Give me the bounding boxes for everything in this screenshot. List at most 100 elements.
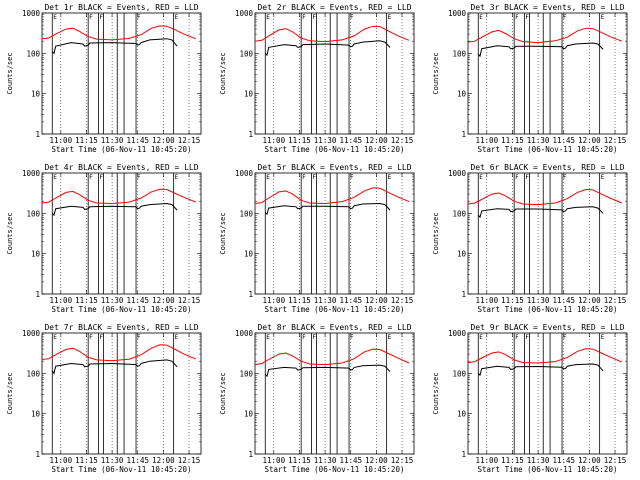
y-tick-label: 1 [461,290,466,299]
y-axis-label: Counts/sec [432,212,440,254]
event-marker-label: F [137,14,141,21]
y-tick-label: 1 [35,130,40,139]
y-tick-label: 100 [26,209,40,218]
x-tick-label: 12:00 [578,456,601,465]
panel-title: Det 5r BLACK = Events, RED = LLD [257,163,411,172]
y-tick-label: 1000 [448,329,467,338]
x-axis-label: Start Time (06-Nov-11 10:45:20) [52,145,192,154]
panel-title: Det 9r BLACK = Events, RED = LLD [470,323,624,332]
event-marker-label: E [53,174,57,181]
x-axis-label: Start Time (06-Nov-11 10:45:20) [265,465,405,474]
x-tick-label: 12:15 [604,136,627,145]
x-tick-label: 11:45 [339,296,362,305]
panel-det-6: Det 6r BLACK = Events, RED = LLD 1 10 100 10… [432,163,628,314]
y-tick-label: 1 [35,450,40,459]
x-tick-label: 11:15 [75,456,98,465]
event-marker-label: F [525,334,529,341]
event-marker-label: F [515,174,519,181]
y-tick-label: 1000 [22,9,41,18]
x-tick-label: 11:00 [50,136,73,145]
x-tick-label: 11:30 [314,456,337,465]
plot-frame [467,12,628,135]
panel-det-9: Det 9r BLACK = Events, RED = LLD 1 10 100 10… [432,323,628,474]
y-tick-label: 1 [248,290,253,299]
event-marker-label: F [302,334,306,341]
plot-frame [467,332,628,455]
panel-title: Det 8r BLACK = Events, RED = LLD [257,323,411,332]
x-tick-label: 11:00 [263,136,286,145]
event-marker-label: E [388,334,392,341]
x-tick-label: 11:45 [552,296,575,305]
x-tick-label: 11:45 [126,136,149,145]
series-line-events [264,40,391,57]
y-tick-label: 1000 [235,9,254,18]
event-marker-label: F [89,14,93,21]
x-tick-label: 11:00 [476,136,499,145]
x-tick-label: 11:45 [126,296,149,305]
x-axis-label: Start Time (06-Nov-11 10:45:20) [478,305,618,314]
series-line-lld [254,187,410,205]
x-tick-label: 12:15 [391,456,414,465]
event-marker-label: E [388,174,392,181]
event-marker-label: E [479,174,483,181]
y-tick-label: 100 [452,49,466,58]
x-tick-label: 12:15 [604,296,627,305]
x-tick-label: 11:15 [75,136,98,145]
y-tick-label: 10 [31,90,41,99]
x-tick-label: 12:00 [152,456,175,465]
panel-det-7: Det 7r BLACK = Events, RED = LLD 1 10 100 10… [6,323,202,474]
panel-title: Det 1r BLACK = Events, RED = LLD [44,3,198,12]
x-axis-label: Start Time (06-Nov-11 10:45:20) [52,465,192,474]
x-tick-label: 11:30 [314,136,337,145]
event-marker-label: E [601,334,605,341]
series-line-lld [467,27,623,44]
y-axis-label: Counts/sec [6,212,14,254]
y-tick-label: 1000 [448,9,467,18]
y-axis-label: Counts/sec [432,372,440,414]
x-tick-label: 11:45 [339,136,362,145]
series-line-events [477,206,604,219]
x-tick-label: 11:45 [339,456,362,465]
y-tick-label: 10 [244,410,254,419]
x-tick-label: 11:15 [288,136,311,145]
x-tick-label: 12:00 [365,456,388,465]
panel-title: Det 6r BLACK = Events, RED = LLD [470,163,624,172]
series-line-lld [41,344,197,362]
y-tick-label: 10 [244,90,254,99]
plot-frame [254,12,415,135]
x-tick-label: 12:15 [391,296,414,305]
panel-title: Det 7r BLACK = Events, RED = LLD [44,323,198,332]
event-marker-label: E [175,174,179,181]
series-line-events [264,202,391,216]
event-marker-label: F [89,334,93,341]
event-marker-label: E [266,334,270,341]
series-line-lld [41,25,197,41]
series-line-events [51,202,178,217]
x-tick-label: 11:00 [263,296,286,305]
y-axis-label: Counts/sec [432,52,440,94]
x-tick-label: 11:45 [552,456,575,465]
plot-frame [41,12,202,135]
event-marker-label: F [515,334,519,341]
y-tick-label: 100 [452,209,466,218]
series-line-lld [254,25,410,43]
event-marker-label: F [312,174,316,181]
panel-det-3: Det 3r BLACK = Events, RED = LLD 1 10 100 10… [432,3,628,154]
panel-title: Det 4r BLACK = Events, RED = LLD [44,163,198,172]
series-line-events [51,38,178,55]
x-axis-label: Start Time (06-Nov-11 10:45:20) [265,305,405,314]
event-marker-label: F [99,334,103,341]
y-tick-label: 1000 [22,169,41,178]
y-tick-label: 100 [26,49,40,58]
x-axis-label: Start Time (06-Nov-11 10:45:20) [265,145,405,154]
x-axis-label: Start Time (06-Nov-11 10:45:20) [478,145,618,154]
event-marker-label: F [137,334,141,341]
x-tick-label: 11:30 [101,296,124,305]
event-marker-label: F [302,174,306,181]
x-tick-label: 12:15 [178,296,201,305]
event-marker-label: F [137,174,141,181]
plot-frame [41,172,202,295]
event-marker-label: E [175,14,179,21]
panel-det-1: Det 1r BLACK = Events, RED = LLD 1 10 100 10… [6,3,202,154]
